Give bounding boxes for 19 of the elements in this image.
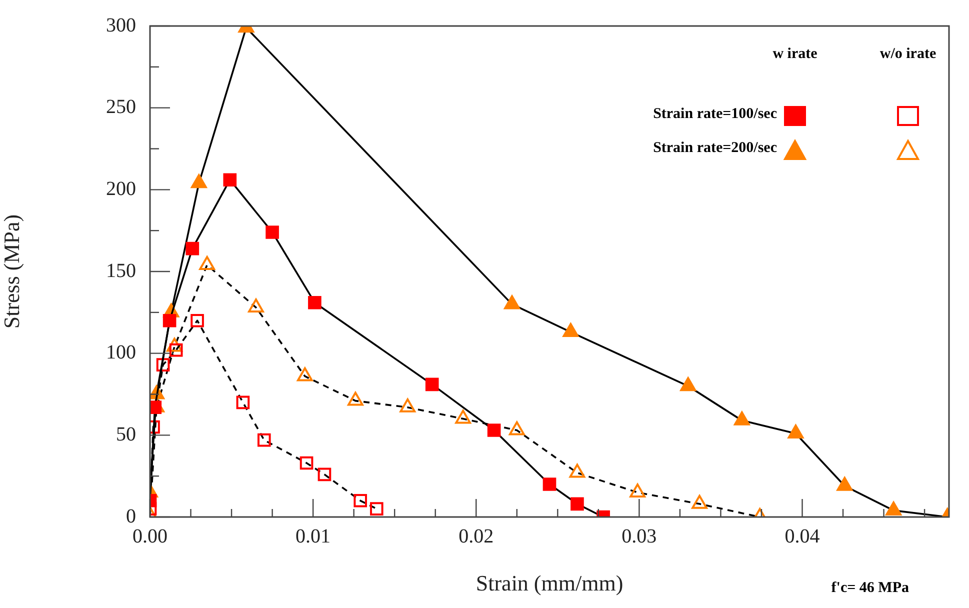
annotation: w/o irate [880, 46, 936, 63]
x-tick-label: 0.00 [132, 525, 168, 548]
annotation: w irate [772, 46, 818, 63]
legend-label: Strain rate=200/sec [653, 140, 777, 157]
y-tick-label: 50 [116, 423, 136, 446]
y-tick-label: 200 [106, 178, 136, 200]
y-tick-label: 300 [106, 14, 136, 36]
y-tick-label: 250 [106, 96, 136, 118]
y-tick-label: 100 [106, 342, 136, 364]
text: f'c= 46 MPa [831, 580, 910, 596]
y-tick-label: 150 [106, 260, 136, 282]
x-tick-label: 0.03 [622, 525, 657, 548]
x-axis-title: Strain (mm/mm) [476, 570, 624, 596]
legend-label: Strain rate=100/sec [653, 106, 777, 123]
x-tick-label: 0.01 [296, 525, 331, 548]
x-tick-label: 0.02 [458, 525, 494, 548]
y-tick-label: 0 [126, 505, 136, 528]
y-axis-title: Stress (MPa) [0, 214, 24, 329]
x-tick-label: 0.04 [784, 525, 820, 548]
